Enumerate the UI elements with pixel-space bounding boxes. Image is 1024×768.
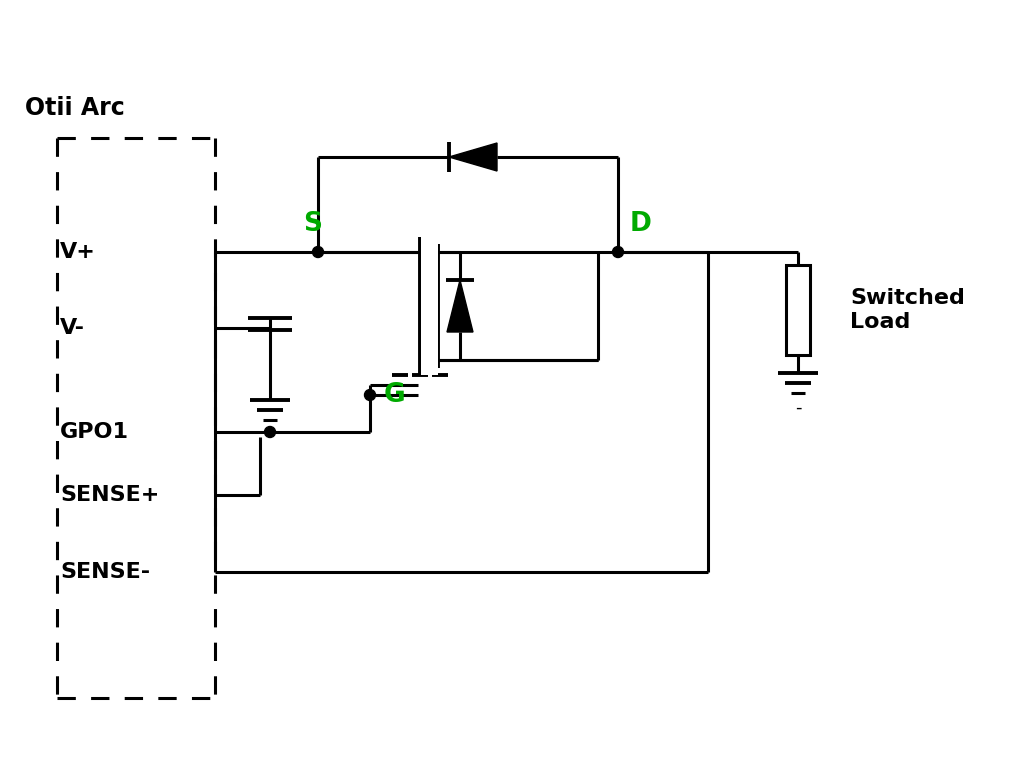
Polygon shape [447, 280, 473, 332]
Text: SENSE-: SENSE- [60, 562, 151, 582]
Bar [786, 265, 810, 355]
Circle shape [365, 389, 376, 400]
Text: -: - [795, 399, 801, 417]
Text: G: G [384, 382, 406, 408]
Text: GPO1: GPO1 [60, 422, 129, 442]
Text: S: S [303, 211, 323, 237]
Text: Switched
Load: Switched Load [850, 289, 965, 332]
Text: D: D [630, 211, 652, 237]
Text: Otii Arc: Otii Arc [25, 96, 125, 120]
Circle shape [312, 247, 324, 257]
Circle shape [264, 426, 275, 438]
Text: SENSE+: SENSE+ [60, 485, 160, 505]
Text: V+: V+ [60, 242, 96, 262]
Bar [421, 237, 438, 375]
Text: V-: V- [60, 318, 85, 338]
Polygon shape [449, 143, 497, 171]
Circle shape [612, 247, 624, 257]
Text: -: - [266, 426, 273, 444]
